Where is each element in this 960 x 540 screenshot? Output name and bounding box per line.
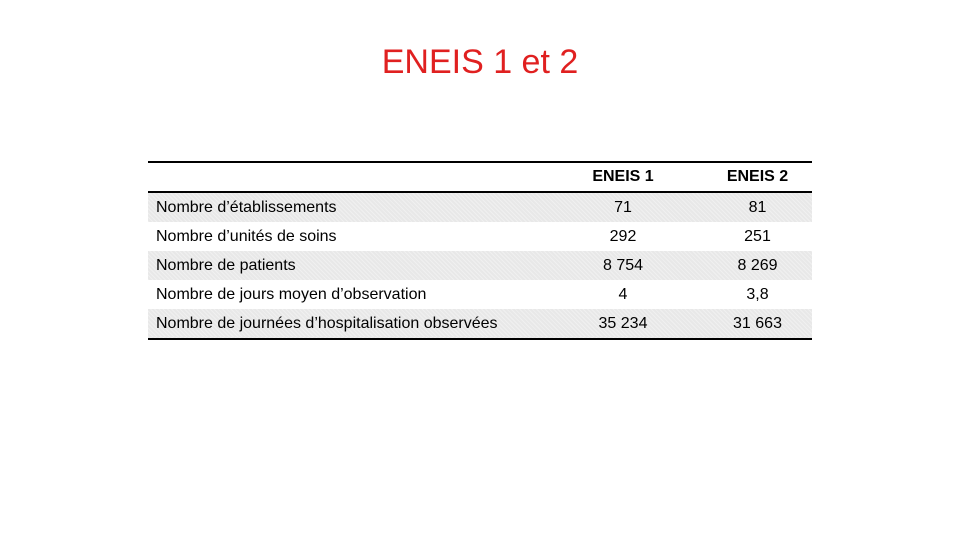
eneis-2-value: 81 xyxy=(748,198,767,216)
comparison-table: ENEIS 1 ENEIS 2 Nombre d’établissements … xyxy=(148,161,812,340)
eneis-1-value: 292 xyxy=(609,227,637,245)
eneis-2-value: 3,8 xyxy=(746,285,769,303)
row-label: Nombre d’unités de soins xyxy=(156,227,337,245)
row-label: Nombre d’établissements xyxy=(156,198,337,216)
table-row: Nombre d’unités de soins 292 251 xyxy=(148,222,812,251)
table-header-row: ENEIS 1 ENEIS 2 xyxy=(148,162,812,192)
table-row: Nombre de journées d’hospitalisation obs… xyxy=(148,309,812,339)
eneis-2-value: 8 269 xyxy=(737,256,778,274)
table-row: Nombre d’établissements 71 81 xyxy=(148,192,812,222)
eneis-1-value: 71 xyxy=(614,198,632,216)
header-eneis-1: ENEIS 1 xyxy=(592,168,654,185)
table-row: Nombre de jours moyen d’observation 4 3,… xyxy=(148,280,812,309)
table-row: Nombre de patients 8 754 8 269 xyxy=(148,251,812,280)
eneis-1-value: 4 xyxy=(618,285,628,303)
row-label: Nombre de jours moyen d’observation xyxy=(156,285,427,303)
eneis-1-value: 8 754 xyxy=(602,256,644,274)
row-label: Nombre de patients xyxy=(156,256,296,274)
eneis-2-value: 251 xyxy=(744,227,771,245)
header-label-column xyxy=(148,162,543,192)
slide-title: ENEIS 1 et 2 xyxy=(381,43,579,81)
row-label: Nombre de journées d’hospitalisation obs… xyxy=(156,314,498,332)
eneis-2-value: 31 663 xyxy=(733,314,782,332)
header-eneis-2: ENEIS 2 xyxy=(726,168,789,185)
eneis-1-value: 35 234 xyxy=(598,314,648,332)
